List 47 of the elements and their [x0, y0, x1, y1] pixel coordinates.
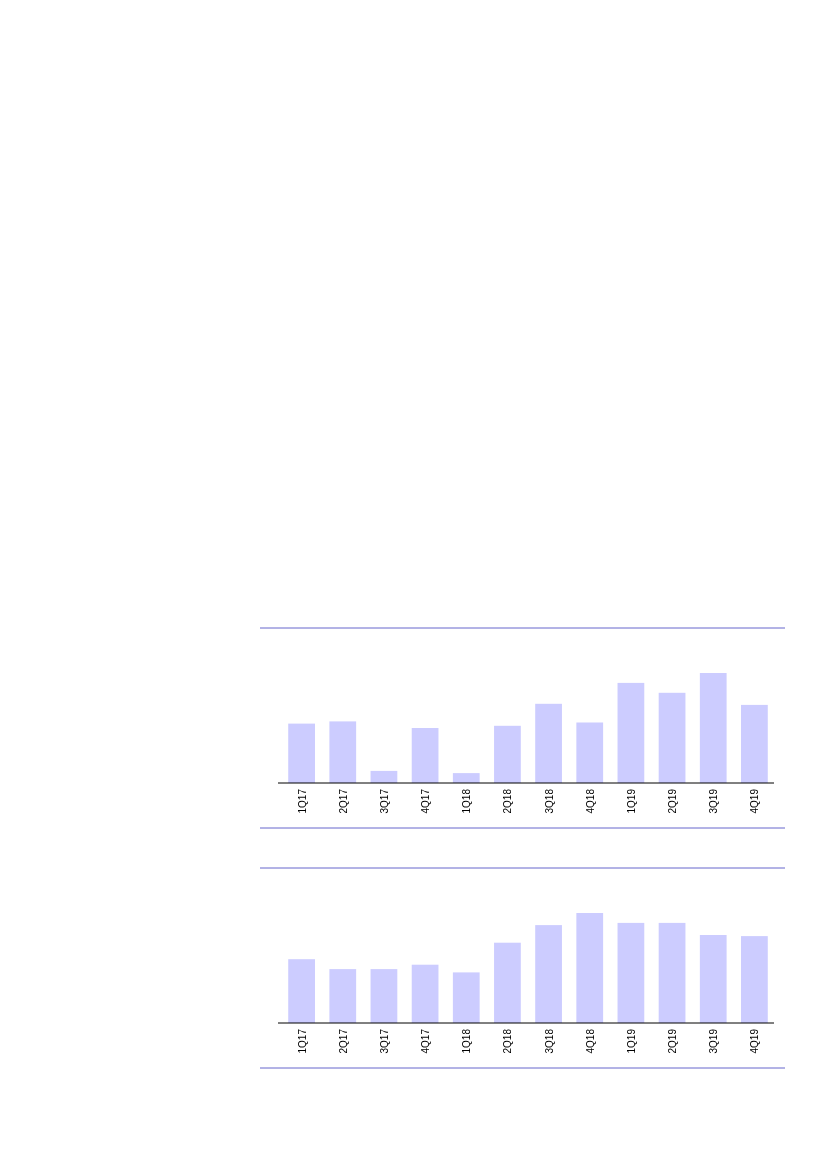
bar [535, 925, 562, 1023]
bar [411, 728, 439, 783]
bar [370, 969, 398, 1023]
x-tick-label: 1Q17 [296, 788, 308, 814]
x-tick-label: 4Q18 [584, 1028, 596, 1054]
bar [535, 703, 562, 783]
x-tick-label: 2Q19 [667, 1028, 679, 1054]
bar [741, 704, 768, 783]
bar [494, 942, 521, 1023]
x-tick-label: 3Q18 [543, 788, 555, 814]
bar [452, 972, 480, 1023]
bar [699, 673, 727, 783]
bar [329, 969, 357, 1023]
bar [288, 723, 315, 783]
bar [617, 922, 645, 1023]
bar [658, 692, 686, 783]
bar [617, 682, 645, 783]
bar [452, 773, 480, 783]
x-tick-label: 1Q17 [296, 1028, 308, 1054]
x-tick-label: 3Q18 [543, 1028, 555, 1054]
bar [658, 922, 686, 1023]
x-tick-label: 1Q18 [461, 788, 473, 814]
x-tick-label: 3Q19 [708, 788, 720, 814]
bar [699, 935, 727, 1023]
bar [329, 721, 357, 783]
bar [288, 959, 315, 1023]
x-tick-label: 2Q18 [502, 788, 514, 814]
x-tick-label: 4Q19 [749, 1028, 761, 1054]
bar [576, 913, 604, 1023]
x-tick-label: 4Q17 [420, 788, 432, 814]
x-tick-label: 3Q17 [378, 788, 390, 814]
x-tick-label: 3Q17 [378, 1028, 390, 1054]
x-tick-label: 2Q18 [502, 1028, 514, 1054]
x-tick-label: 4Q18 [584, 788, 596, 814]
bar [494, 725, 521, 783]
x-tick-label: 2Q19 [667, 788, 679, 814]
x-tick-label: 2Q17 [337, 788, 349, 814]
x-tick-label: 2Q17 [337, 1028, 349, 1054]
x-tick-label: 4Q17 [420, 1028, 432, 1054]
bar [411, 964, 439, 1023]
x-tick-label: 1Q19 [625, 1028, 637, 1054]
x-tick-label: 1Q18 [461, 1028, 473, 1054]
x-tick-label: 1Q19 [625, 788, 637, 814]
x-tick-label: 3Q19 [708, 1028, 720, 1054]
bar [741, 936, 768, 1023]
bar [576, 722, 604, 783]
x-tick-label: 4Q19 [749, 788, 761, 814]
